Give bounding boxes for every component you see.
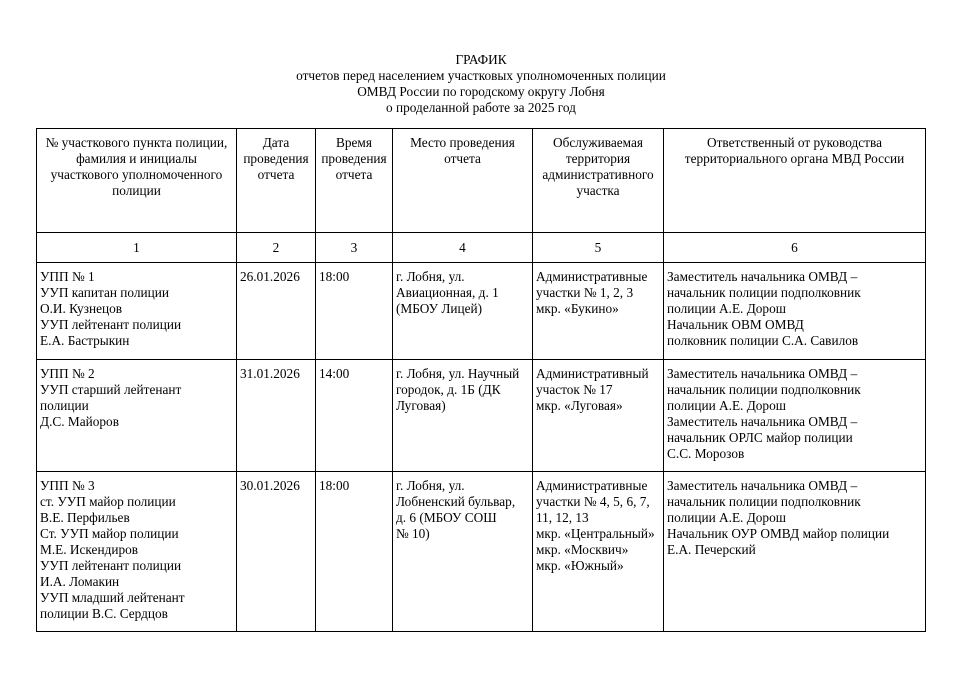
table-row: УПП № 2 УУП старший лейтенант полиции Д.… [36, 359, 926, 472]
header-time: Время проведения отчета [315, 128, 393, 233]
cell-place: г. Лобня, ул. Авиационная, д. 1 (МБОУ Ли… [392, 262, 533, 360]
table-row: УПП № 3 ст. УУП майор полиции В.Е. Перфи… [36, 471, 926, 632]
column-number: 2 [236, 232, 316, 263]
cell-date: 26.01.2026 [236, 262, 316, 360]
header-territory: Обслуживаемая территория административно… [532, 128, 664, 233]
header-row: № участкового пункта полиции, фамилия и … [36, 128, 926, 233]
column-number: 6 [663, 232, 926, 263]
header-responsible: Ответственный от руководства территориал… [663, 128, 926, 233]
cell-time: 14:00 [315, 359, 393, 472]
cell-upp: УПП № 1 УУП капитан полиции О.И. Кузнецо… [36, 262, 237, 360]
schedule-table: № участкового пункта полиции, фамилия и … [36, 128, 926, 632]
document-title: ГРАФИК отчетов перед населением участков… [0, 52, 962, 116]
title-organization: ОМВД России по городскому округу Лобня [357, 84, 605, 99]
title-heading: ГРАФИК [455, 52, 507, 67]
cell-time: 18:00 [315, 471, 393, 632]
header-place: Место проведения отчета [392, 128, 533, 233]
cell-responsible: Заместитель начальника ОМВД – начальник … [663, 359, 926, 472]
cell-date: 31.01.2026 [236, 359, 316, 472]
cell-territory: Административные участки № 4, 5, 6, 7, 1… [532, 471, 664, 632]
cell-responsible: Заместитель начальника ОМВД – начальник … [663, 262, 926, 360]
header-date: Дата проведения отчета [236, 128, 316, 233]
table-row: УПП № 1 УУП капитан полиции О.И. Кузнецо… [36, 262, 926, 360]
column-number: 5 [532, 232, 664, 263]
cell-upp: УПП № 3 ст. УУП майор полиции В.Е. Перфи… [36, 471, 237, 632]
cell-date: 30.01.2026 [236, 471, 316, 632]
cell-responsible: Заместитель начальника ОМВД – начальник … [663, 471, 926, 632]
title-period: о проделанной работе за 2025 год [386, 100, 576, 115]
column-number: 1 [36, 232, 237, 263]
cell-time: 18:00 [315, 262, 393, 360]
cell-place: г. Лобня, ул. Лобненский бульвар, д. 6 (… [392, 471, 533, 632]
cell-place: г. Лобня, ул. Научный городок, д. 1Б (ДК… [392, 359, 533, 472]
column-number-row: 1 2 3 4 5 6 [36, 232, 926, 263]
column-number: 4 [392, 232, 533, 263]
cell-territory: Административные участки № 1, 2, 3 мкр. … [532, 262, 664, 360]
cell-upp: УПП № 2 УУП старший лейтенант полиции Д.… [36, 359, 237, 472]
cell-territory: Административный участок № 17 мкр. «Луго… [532, 359, 664, 472]
column-number: 3 [315, 232, 393, 263]
title-subtitle: отчетов перед населением участковых упол… [296, 68, 666, 83]
header-upp: № участкового пункта полиции, фамилия и … [36, 128, 237, 233]
